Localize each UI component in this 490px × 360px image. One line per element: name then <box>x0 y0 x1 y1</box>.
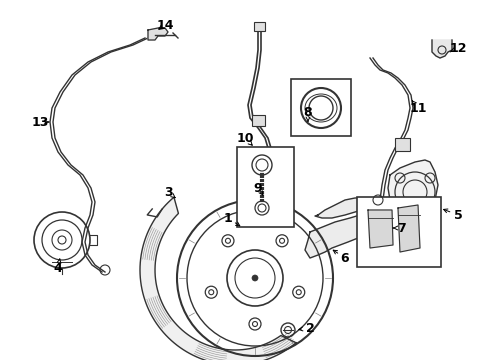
FancyBboxPatch shape <box>251 114 265 126</box>
Text: 12: 12 <box>449 41 467 54</box>
Circle shape <box>252 275 258 281</box>
FancyBboxPatch shape <box>394 138 410 150</box>
Text: 5: 5 <box>454 208 463 221</box>
Polygon shape <box>398 205 420 252</box>
Text: 9: 9 <box>254 181 262 194</box>
Polygon shape <box>315 198 368 218</box>
FancyBboxPatch shape <box>253 22 265 31</box>
Polygon shape <box>388 200 435 240</box>
Text: 8: 8 <box>304 105 312 118</box>
FancyBboxPatch shape <box>237 147 294 227</box>
Polygon shape <box>368 210 393 248</box>
Text: 2: 2 <box>306 321 315 334</box>
Text: 10: 10 <box>236 131 254 144</box>
Text: 6: 6 <box>341 252 349 265</box>
FancyBboxPatch shape <box>357 197 441 267</box>
FancyBboxPatch shape <box>291 79 351 136</box>
Text: 1: 1 <box>223 212 232 225</box>
Polygon shape <box>432 40 452 58</box>
Text: 11: 11 <box>409 102 427 114</box>
Text: 4: 4 <box>53 261 62 274</box>
Text: 7: 7 <box>397 221 406 234</box>
Polygon shape <box>388 160 438 218</box>
Polygon shape <box>148 28 168 40</box>
Text: 3: 3 <box>164 185 172 198</box>
Polygon shape <box>140 197 296 360</box>
Text: 13: 13 <box>31 116 49 129</box>
Text: 14: 14 <box>156 18 174 32</box>
Polygon shape <box>305 215 372 258</box>
